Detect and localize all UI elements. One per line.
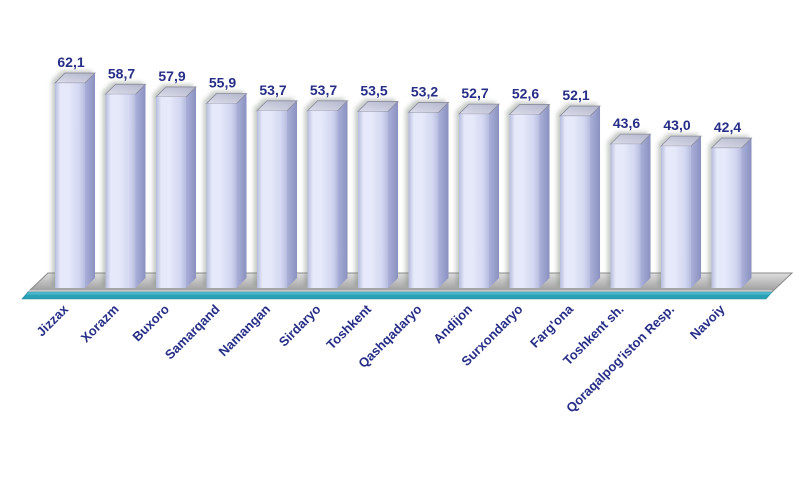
bar-side-face — [691, 136, 701, 288]
bar-column — [407, 102, 450, 288]
category-label: Navoiy — [687, 301, 728, 342]
category-label: Buxoro — [129, 301, 172, 344]
bar-side-face — [539, 104, 550, 288]
bar-side-face — [438, 102, 449, 288]
category-label: Sirdaryo — [276, 301, 324, 349]
bar-value-label: 53,2 — [411, 83, 438, 99]
bar-side-face — [186, 86, 196, 289]
bar-side-face — [135, 84, 146, 288]
bar-value-label: 58,7 — [108, 65, 135, 81]
bar-column — [710, 137, 753, 288]
bar-column — [155, 86, 197, 289]
bar-value-label: 42,4 — [714, 119, 741, 135]
bar-column — [609, 133, 652, 288]
bar-front-face — [509, 114, 540, 288]
bar-front-face — [358, 111, 388, 288]
bar-value-label: 62,1 — [57, 54, 84, 70]
bar-front-face — [55, 83, 85, 288]
bar-value-label: 53,7 — [310, 82, 337, 98]
category-label: Namangan — [216, 301, 274, 359]
bar-front-face — [257, 110, 287, 288]
bar-side-face — [388, 101, 398, 288]
bar-value-label: 53,5 — [360, 82, 387, 98]
bar-front-face — [661, 146, 691, 288]
bar-column — [104, 83, 147, 288]
floor-teal-edge — [21, 291, 773, 300]
bar-value-label: 52,6 — [512, 85, 539, 101]
bar-front-face — [711, 148, 742, 288]
bar-side-face — [287, 100, 297, 288]
bar-value-label: 52,1 — [562, 87, 589, 103]
bar-side-face — [489, 104, 499, 288]
category-label: Qoraqalpog'iston Resp. — [563, 302, 677, 416]
bar-front-face — [408, 112, 439, 288]
bar-value-label: 43,6 — [613, 115, 640, 131]
bar-side-face — [741, 138, 752, 288]
bar-front-face — [560, 116, 590, 288]
bar-front-face — [206, 103, 237, 288]
bar-value-label: 53,7 — [259, 82, 286, 98]
bar-side-face — [236, 93, 247, 288]
bar-column — [306, 100, 349, 288]
bar-front-face — [459, 114, 489, 288]
bar-column — [54, 72, 96, 288]
category-label: Jizzax — [33, 301, 71, 339]
bar-value-label: 55,9 — [209, 75, 236, 91]
bar-side-face — [590, 106, 600, 288]
category-label: Samarqand — [162, 301, 223, 362]
category-label: Toshkent — [323, 301, 374, 352]
bar-column — [508, 104, 551, 288]
bar-column — [357, 101, 399, 288]
bar-column — [205, 93, 248, 288]
bar-side-face — [337, 100, 348, 288]
bar-column — [458, 103, 500, 288]
bar-side-face — [640, 134, 651, 288]
category-label: Farg'ona — [527, 301, 577, 351]
bar-value-label: 43,0 — [663, 117, 690, 133]
bar-value-label: 57,9 — [158, 68, 185, 84]
bar-column — [559, 105, 601, 288]
bar-group-3: 55,9 Samarqand — [162, 75, 248, 362]
bar-front-face — [307, 110, 338, 288]
bar-column — [660, 135, 702, 288]
bar-front-face — [156, 96, 186, 289]
category-label: Xorazm — [78, 302, 122, 346]
bar-front-face — [105, 94, 136, 288]
bar-front-face — [610, 144, 641, 288]
bar-column — [256, 100, 298, 288]
category-label: Andijon — [430, 301, 475, 346]
bar-side-face — [85, 73, 95, 288]
bar-value-label: 52,7 — [461, 85, 488, 101]
